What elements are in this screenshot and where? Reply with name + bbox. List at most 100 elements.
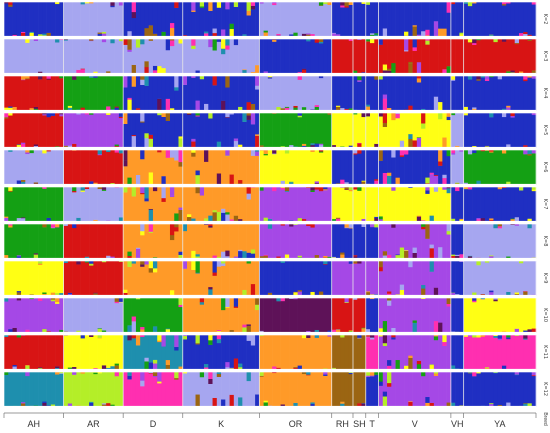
ancestry-segment [101,261,107,263]
ancestry-segment [425,29,430,36]
ancestry-segment [152,377,158,407]
individual-bar [323,113,328,148]
individual-bar [450,187,456,222]
ancestry-segment [38,2,43,35]
ancestry-segment [216,113,222,142]
ancestry-segment [229,394,235,407]
individual-bar [387,261,392,296]
ancestry-segment [518,189,524,191]
ancestry-segment [123,192,128,222]
individual-bar [306,372,311,407]
ancestry-segment [352,263,358,296]
ancestry-segment [416,224,422,259]
ancestry-segment [169,335,175,370]
ancestry-segment [152,298,158,327]
ancestry-segment [433,21,439,28]
ancestry-segment [416,216,422,222]
ancestry-segment [4,117,9,119]
ancestry-segment [63,145,69,148]
individual-bar [152,335,158,370]
ancestry-segment [352,76,358,110]
ancestry-segment [8,151,13,185]
ancestry-segment [352,150,358,154]
ancestry-segment [493,261,498,296]
ancestry-segment [510,2,516,37]
ancestry-segment [76,217,81,222]
individual-bar [527,76,533,111]
ancestry-segment [216,224,222,257]
individual-bar [267,187,273,222]
individual-bar [514,76,520,111]
individual-bar [429,224,435,259]
ancestry-segment [450,331,456,333]
individual-bar [97,2,103,37]
ancestry-segment [404,113,409,148]
individual-bar [284,150,290,185]
individual-bar [140,2,145,37]
ancestry-segment [272,150,277,154]
ancestry-segment [399,284,405,290]
individual-bar [76,335,81,370]
individual-bar [361,372,367,407]
individual-bar [429,335,435,370]
ancestry-segment [348,145,354,148]
ancestry-segment [263,400,269,403]
individual-bar [527,39,533,74]
individual-bar [523,187,528,222]
ancestry-segment [89,40,94,42]
ancestry-segment [314,181,320,184]
individual-bar [38,335,43,370]
individual-bar [199,2,205,37]
ancestry-segment [365,337,371,370]
individual-bar [242,113,247,148]
ancestry-segment [16,217,22,222]
ancestry-segment [438,113,443,120]
individual-bar [310,2,315,37]
ancestry-segment [382,396,388,407]
individual-bar [208,187,213,222]
ancestry-segment [106,150,111,153]
ancestry-segment [72,374,77,375]
ancestry-segment [16,255,22,257]
individual-bar [242,224,247,259]
ancestry-segment [135,2,141,37]
ancestry-segment [101,330,107,333]
individual-bar [378,224,384,259]
ancestry-segment [331,372,337,407]
ancestry-segment [408,61,413,64]
individual-bar [216,298,222,333]
ancestry-segment [38,335,43,368]
ancestry-segment [229,367,235,369]
ancestry-segment [72,227,77,259]
ancestry-segment [352,114,358,148]
individual-bar [408,224,413,259]
ancestry-segment [501,3,507,6]
ancestry-segment [140,44,145,74]
ancestry-segment [493,373,498,407]
ancestry-segment [314,337,320,370]
ancestry-segment [67,403,73,407]
ancestry-segment [263,261,269,296]
individual-bar [110,372,115,407]
individual-bar [344,335,350,370]
individual-bar [16,187,22,222]
ancestry-segment [42,224,47,227]
ancestry-segment [12,372,18,406]
individual-bar [110,39,115,74]
ancestry-segment [327,114,333,148]
individual-bar [395,2,401,37]
ancestry-segment [323,3,328,37]
ancestry-segment [352,189,358,222]
ancestry-segment [84,114,90,148]
individual-bar [246,113,252,148]
ancestry-segment [455,39,460,74]
individual-bar [106,187,111,222]
ancestry-segment [144,335,150,358]
individual-bar [446,76,452,111]
individual-bar [72,298,77,333]
individual-bar [365,2,371,37]
ancestry-segment [421,150,426,185]
individual-bar [501,76,507,111]
ancestry-segment [506,39,511,71]
ancestry-segment [29,152,35,185]
